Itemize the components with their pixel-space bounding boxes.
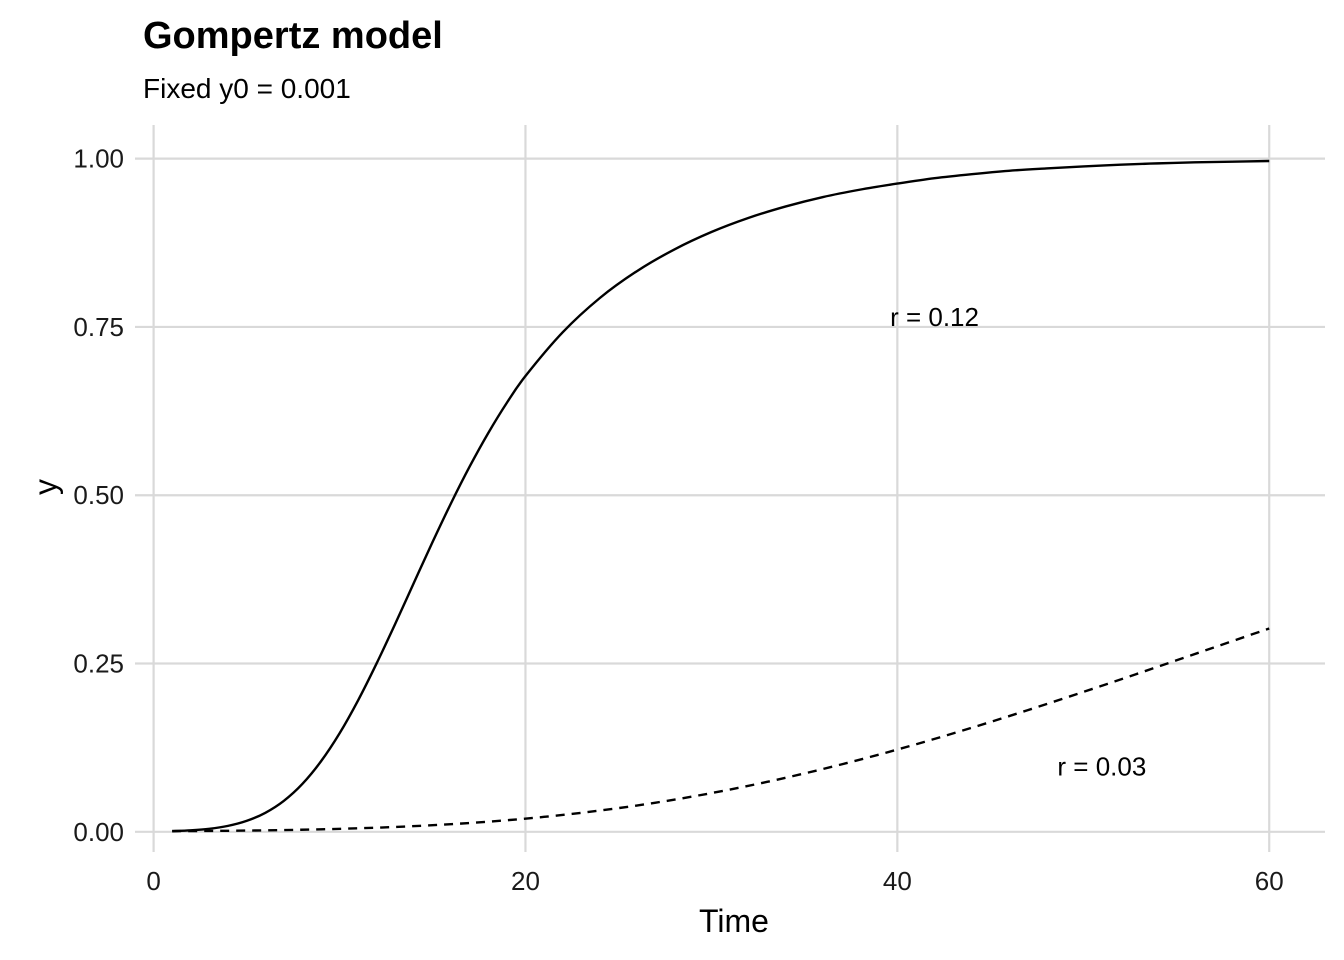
y-tick-label: 1.00: [73, 144, 124, 174]
series-line-dashed: [172, 627, 1270, 833]
y-axis-title: y: [27, 479, 63, 495]
chart-title: Gompertz model: [143, 15, 443, 57]
series-layer: [172, 159, 1270, 833]
y-tick-label: 0.00: [73, 817, 124, 847]
series-annotation-0: r = 0.12: [890, 302, 979, 332]
tick-labels: 0.00 0.25 0.50 0.75 1.00 0 20 40 60: [73, 144, 1283, 896]
annotation-layer: r = 0.12 r = 0.03: [890, 302, 1146, 782]
x-tick-label: 60: [1255, 866, 1284, 896]
y-tick-label: 0.25: [73, 649, 124, 679]
series-line-solid: [172, 159, 1270, 833]
chart-subtitle: Fixed y0 = 0.001: [143, 73, 351, 104]
grid-lines: [135, 125, 1325, 852]
y-tick-label: 0.75: [73, 312, 124, 342]
y-tick-label: 0.50: [73, 480, 124, 510]
x-tick-label: 0: [146, 866, 160, 896]
series-annotation-1: r = 0.03: [1057, 752, 1146, 782]
x-axis-title: Time: [699, 903, 769, 939]
x-tick-label: 40: [883, 866, 912, 896]
x-tick-label: 20: [511, 866, 540, 896]
